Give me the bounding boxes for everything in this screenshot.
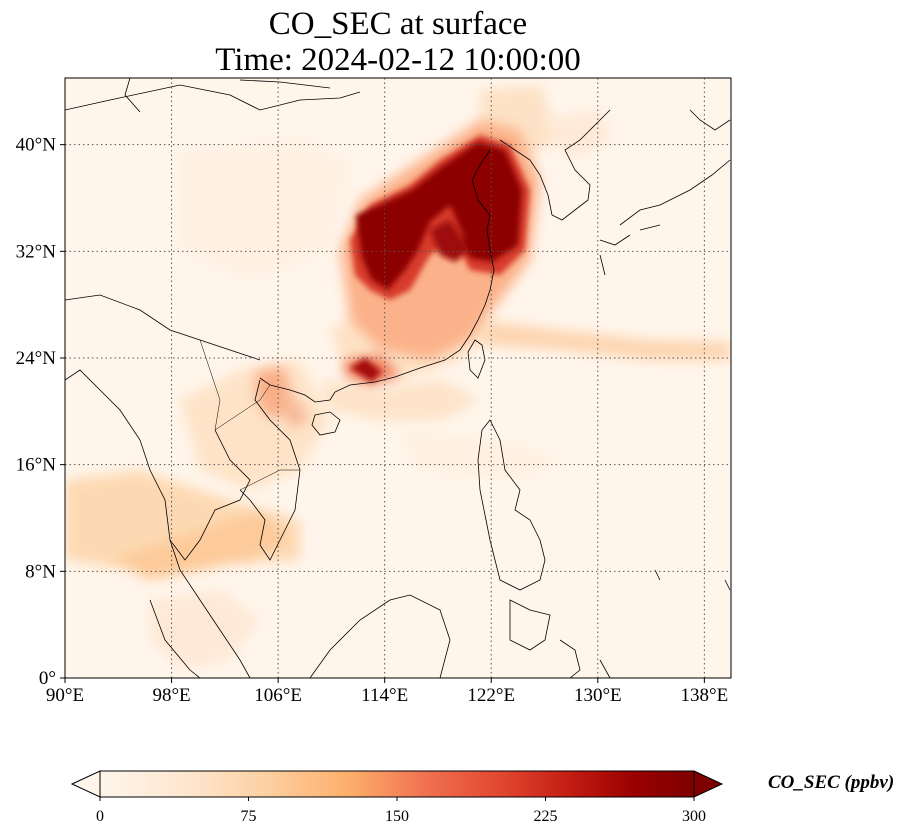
coastlines bbox=[65, 78, 731, 678]
lat-tick-label: 32°N bbox=[16, 241, 57, 262]
lat-tick-label: 8°N bbox=[25, 561, 56, 582]
concentration-field bbox=[65, 85, 731, 670]
lat-tick-label: 0° bbox=[39, 668, 56, 689]
colorbar: 0 75 150 225 300 CO_SEC (ppbv) bbox=[70, 770, 894, 825]
colorbar-extend-max bbox=[693, 770, 724, 798]
lon-tick-label: 90°E bbox=[46, 685, 84, 706]
gridlines bbox=[65, 78, 731, 678]
colorbar-tick-label: 0 bbox=[96, 808, 104, 825]
colorbar-extend-min bbox=[70, 770, 101, 798]
lon-tick-label: 114°E bbox=[361, 685, 408, 706]
colorbar-tick-label: 150 bbox=[385, 808, 409, 825]
colorbar-label: CO_SEC (ppbv) bbox=[768, 772, 894, 793]
lon-tick-label: 106°E bbox=[254, 685, 302, 706]
lat-axis: 0° 8°N 16°N 24°N 32°N 40°N bbox=[16, 135, 65, 689]
lat-tick-label: 24°N bbox=[16, 348, 57, 369]
colorbar-tick-label: 300 bbox=[682, 808, 706, 825]
lon-tick-label: 98°E bbox=[152, 685, 190, 706]
lon-axis: 90°E 98°E 106°E 114°E 122°E 130°E 138°E bbox=[46, 678, 728, 706]
lat-tick-label: 40°N bbox=[16, 135, 57, 156]
title-time: Time: 2024-02-12 10:00:00 bbox=[215, 42, 581, 78]
lon-tick-label: 122°E bbox=[467, 685, 515, 706]
colorbar-gradient bbox=[100, 771, 694, 797]
title-variable: CO_SEC at surface bbox=[268, 6, 528, 42]
colorbar-tick-label: 75 bbox=[241, 808, 257, 825]
lon-tick-label: 138°E bbox=[681, 685, 729, 706]
lon-tick-label: 130°E bbox=[574, 685, 622, 706]
lat-tick-label: 16°N bbox=[16, 455, 57, 476]
map-title: CO_SEC at surface Time: 2024-02-12 10:00… bbox=[65, 6, 731, 78]
colorbar-ticks: 0 75 150 225 300 bbox=[96, 797, 706, 825]
map-panel: 90°E 98°E 106°E 114°E 122°E 130°E 138°E 0° 8°N 1… bbox=[16, 77, 732, 706]
map-frame bbox=[64, 77, 732, 679]
colorbar-tick-label: 225 bbox=[534, 808, 558, 825]
